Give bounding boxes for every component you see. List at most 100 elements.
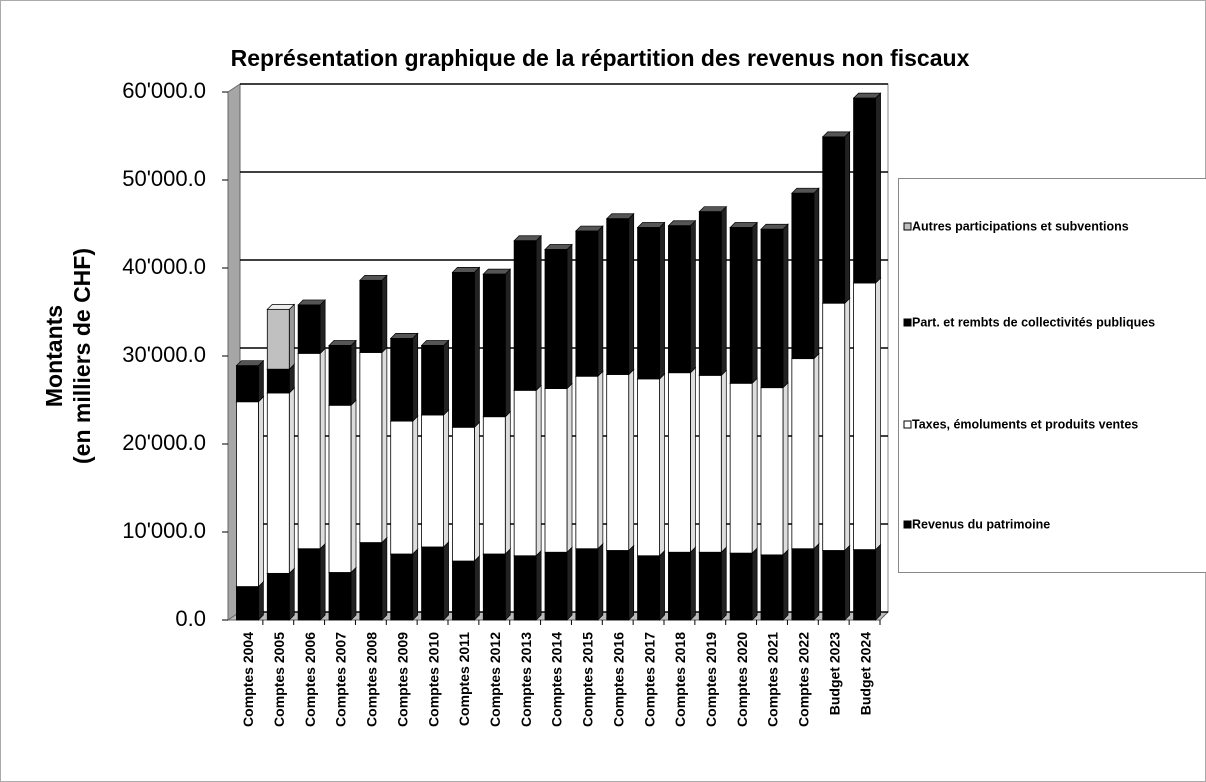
x-tick-label: Comptes 2019 — [703, 632, 719, 727]
bar-side — [628, 368, 635, 552]
bar-side — [319, 542, 326, 621]
bar-segment — [236, 401, 259, 587]
bar-side — [628, 544, 635, 621]
bar-segment — [760, 228, 784, 389]
x-tick-label: Comptes 2007 — [333, 632, 349, 727]
bar-side — [720, 369, 727, 554]
bar-side — [381, 346, 388, 544]
bar-segment — [266, 572, 290, 621]
bar-segment — [668, 225, 691, 374]
y-tick-label: 30'000.0 — [122, 342, 206, 367]
bar-segment — [637, 378, 660, 557]
bar-top — [266, 304, 296, 310]
bar-segment — [668, 372, 691, 553]
x-tick-label: Comptes 2009 — [394, 632, 410, 727]
bar-side — [813, 352, 820, 550]
x-tick-label: Comptes 2021 — [765, 632, 781, 727]
bar-segment — [544, 388, 568, 553]
legend-swatch — [903, 520, 912, 529]
bar-segment — [853, 549, 876, 621]
bar-segment — [513, 555, 537, 621]
bar-top — [389, 333, 419, 339]
y-tick-label: 40'000.0 — [122, 254, 206, 279]
y-axis-title: Montants (en milliers de CHF) — [41, 248, 95, 464]
x-tick-label: Budget 2023 — [826, 632, 842, 715]
bar-side — [566, 243, 573, 390]
bar-side — [412, 332, 419, 422]
bar-top — [575, 225, 604, 232]
bar-segment — [452, 426, 475, 562]
bar-side — [566, 382, 573, 554]
bar-side — [813, 187, 820, 360]
bar-top — [482, 268, 512, 275]
bar-top — [852, 92, 882, 99]
bar-segment — [359, 542, 383, 621]
bar-side — [288, 387, 295, 575]
bar-segment — [297, 548, 321, 621]
bar-segment — [328, 404, 352, 573]
bar-side — [875, 543, 881, 621]
bar-side — [690, 546, 696, 621]
bar-side — [288, 303, 295, 371]
bar-side — [381, 536, 388, 621]
bar-side — [288, 567, 295, 621]
bar-top — [513, 235, 542, 242]
x-tick-label: Budget 2024 — [857, 632, 873, 715]
y-tick-label: 0.0 — [175, 606, 206, 631]
legend-label: Taxes, émoluments et produits ventes — [912, 417, 1138, 431]
bar-side — [813, 542, 820, 621]
bar-side — [751, 221, 758, 385]
x-tick-label: Comptes 2022 — [796, 632, 812, 727]
bar-segment — [266, 308, 290, 370]
bar-side — [412, 415, 419, 555]
legend-label: Part. et rembts de collectivités publiqu… — [912, 315, 1155, 329]
bar-segment — [328, 572, 352, 621]
bar-top — [760, 223, 789, 230]
bar-segment — [606, 218, 630, 375]
bar-side — [782, 549, 789, 621]
bar-segment — [760, 387, 784, 556]
bar-top — [451, 267, 481, 273]
bar-segment — [729, 382, 753, 554]
bar-side — [690, 366, 696, 554]
bar-segment — [421, 546, 444, 621]
x-tick-label: Comptes 2015 — [580, 632, 596, 727]
x-tick-label: Comptes 2020 — [734, 632, 750, 727]
bar-segment — [544, 249, 568, 389]
bar-side — [443, 541, 449, 621]
bar-side — [844, 544, 851, 621]
bar-segment — [606, 550, 630, 621]
bar-side — [751, 377, 758, 554]
bar-top — [420, 340, 450, 346]
bar-side — [258, 580, 264, 621]
bar-side — [844, 131, 851, 305]
bar-segment — [482, 273, 506, 418]
bar-top — [667, 220, 697, 227]
bar-side — [597, 225, 604, 378]
bar-segment — [668, 551, 691, 621]
bar-segment — [791, 358, 815, 550]
y-tick-label: 50'000.0 — [122, 166, 206, 191]
bar-side — [659, 221, 665, 380]
bar-segment — [297, 352, 321, 550]
bar-segment — [575, 548, 599, 621]
bar-top — [821, 131, 851, 138]
bar-segment — [544, 551, 568, 621]
chart-title: Représentation graphique de la répartiti… — [231, 45, 970, 71]
y-tick-label: 60'000.0 — [122, 78, 206, 103]
bar-side — [628, 212, 635, 376]
bar-side — [875, 277, 881, 551]
bar-side — [535, 384, 542, 557]
bar-segment — [791, 548, 815, 621]
bar-side — [535, 549, 542, 621]
bar-segment — [482, 416, 506, 555]
x-tick-label: Comptes 2017 — [641, 632, 657, 727]
bar-top — [791, 187, 820, 194]
bar-segment — [390, 337, 414, 422]
bar-segment — [853, 282, 876, 551]
bar-side — [474, 555, 480, 621]
x-tick-label: Comptes 2012 — [487, 632, 503, 727]
bar-side — [566, 546, 573, 621]
bar-top — [605, 213, 635, 220]
bar-segment — [421, 414, 444, 548]
